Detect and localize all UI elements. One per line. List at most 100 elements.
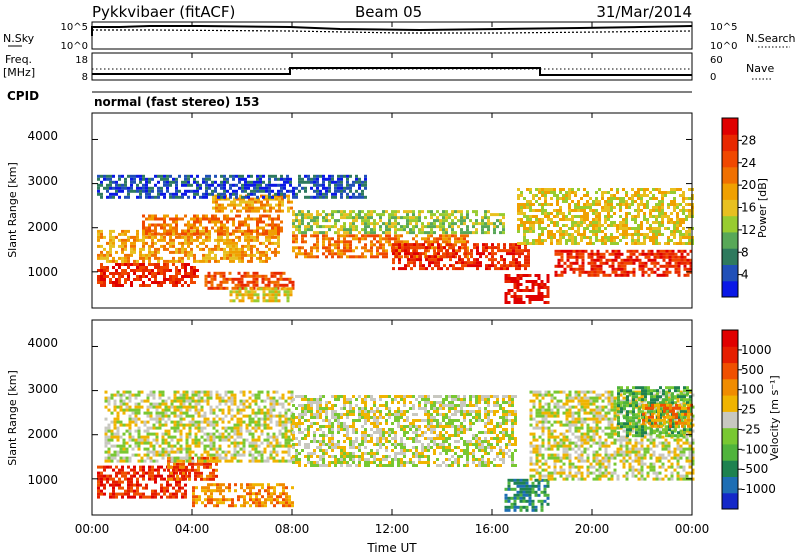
echo-cell-band-7 xyxy=(424,225,427,229)
echo-cell-band-4 xyxy=(273,280,277,284)
echo-cell-band-9 xyxy=(546,289,550,292)
echo-cell-band-0 xyxy=(193,266,196,269)
echo-cell-band-4 xyxy=(246,274,250,278)
echo-cell-band-12 xyxy=(130,189,133,193)
echo-cell-band-6 xyxy=(346,255,349,259)
echo-cell-band-3 xyxy=(261,504,264,508)
echo-cell-band-7 xyxy=(490,213,493,217)
echo-cell-band-11 xyxy=(601,224,604,227)
echo-cell-band-11 xyxy=(652,188,655,191)
echo-cell-band-2 xyxy=(176,447,180,451)
echo-cell-band-2 xyxy=(104,432,108,436)
echo-cell-band-6 xyxy=(313,246,316,250)
echo-cell-band-12 xyxy=(214,174,217,178)
echo-cell-band-7 xyxy=(310,225,313,229)
echo-cell-band-11 xyxy=(670,221,673,224)
echo-cell-band-12 xyxy=(235,195,238,199)
echo-cell-band-12 xyxy=(166,189,169,193)
echo-cell-band-12 xyxy=(166,186,169,190)
echo-cell-band-12 xyxy=(259,183,262,187)
echo-cell-band-9 xyxy=(534,280,538,283)
echo-cell-band-2 xyxy=(182,417,186,421)
echo-cell-band-3 xyxy=(236,203,239,207)
echo-cell-band-0 xyxy=(154,278,157,281)
echo-cell-band-7 xyxy=(370,216,373,220)
echo-cell-band-1 xyxy=(184,250,187,254)
echo-cell-band-11 xyxy=(616,188,619,191)
echo-cell-band-2 xyxy=(197,456,201,460)
echo-cell-band-0 xyxy=(127,489,130,493)
echo-cell-band-0 xyxy=(112,486,115,490)
echo-cell-band-11 xyxy=(520,191,523,194)
echo-cell-band-1 xyxy=(179,465,182,469)
echo-cell-band-7 xyxy=(364,216,367,220)
echo-cell-band-2 xyxy=(164,405,168,409)
echo-cell-band-12 xyxy=(169,195,172,199)
echo-cell-band-11 xyxy=(526,188,529,191)
echo-cell-band-2 xyxy=(187,226,190,230)
echo-cell-band-4 xyxy=(204,274,208,278)
echo-cell-band-11 xyxy=(667,242,670,245)
echo-cell-band-11 xyxy=(586,236,589,239)
echo-cell-band-2 xyxy=(278,459,282,463)
echo-cell-band-12 xyxy=(301,186,304,190)
echo-cell-band-3 xyxy=(233,200,236,204)
echo-cell-band-1 xyxy=(194,474,197,478)
echo-cell-band-2 xyxy=(161,438,165,442)
echo-cell-band-2 xyxy=(113,444,117,448)
echo-cell-band-2 xyxy=(239,390,243,394)
echo-cell-band-2 xyxy=(104,417,108,421)
echo-cell-band-2 xyxy=(128,438,132,442)
echo-cell-band-2 xyxy=(149,426,153,430)
echo-cell-band-8 xyxy=(479,255,482,259)
echo-cell-band-12 xyxy=(334,195,337,199)
echo-cell-band-11 xyxy=(574,221,577,224)
echo-cell-band-0 xyxy=(163,269,166,272)
echo-cell-band-11 xyxy=(568,212,571,215)
echo-cell-band-12 xyxy=(184,189,187,193)
echo-cell-band-8 xyxy=(503,267,506,271)
echo-cell-band-12 xyxy=(280,189,283,193)
echo-cell-band-10 xyxy=(584,270,588,274)
echo-cell-band-2 xyxy=(218,459,222,463)
echo-cell-band-8 xyxy=(401,246,404,250)
echo-cell-band-12 xyxy=(244,183,247,187)
echo-cell-band-11 xyxy=(523,227,526,230)
echo-cell-band-11 xyxy=(553,191,556,194)
echo-cell-band-8 xyxy=(431,243,434,247)
echo-cell-band-11 xyxy=(655,218,658,221)
echo-cell-band-7 xyxy=(400,228,403,232)
echo-cell-band-2 xyxy=(218,396,222,400)
echo-cell-band-12 xyxy=(145,192,148,196)
echo-cell-band-2 xyxy=(284,420,288,424)
echo-cell-band-2 xyxy=(149,456,153,460)
echo-cell-band-0 xyxy=(115,474,118,478)
echo-cell-band-11 xyxy=(550,230,553,233)
echo-cell-band-2 xyxy=(217,217,220,221)
echo-cell-band-8 xyxy=(506,249,509,253)
echo-cell-band-11 xyxy=(625,203,628,206)
echo-cell-band-2 xyxy=(140,420,144,424)
echo-cell-band-1 xyxy=(142,247,145,251)
echo-cell-band-12 xyxy=(289,177,292,181)
echo-cell-band-2 xyxy=(212,459,216,463)
echo-cell-band-2 xyxy=(199,220,202,224)
echo-cell-band-7 xyxy=(301,210,304,214)
echo-cell-band-11 xyxy=(607,209,610,212)
echo-cell-band-1 xyxy=(250,253,253,257)
echo-cell-band-3 xyxy=(227,203,230,207)
echo-cell-band-2 xyxy=(179,459,183,463)
echo-cell-band-1 xyxy=(130,244,133,248)
echo-cell-band-12 xyxy=(196,183,199,187)
echo-cell-band-11 xyxy=(577,233,580,236)
echo-cell-band-12 xyxy=(133,189,136,193)
echo-cell-band-0 xyxy=(172,474,175,478)
echo-cell-band-10 xyxy=(617,252,621,256)
echo-cell-band-1 xyxy=(109,241,112,245)
echo-cell-band-2 xyxy=(134,396,138,400)
echo-cell-band-10 xyxy=(611,249,615,253)
echo-cell-band-7 xyxy=(382,231,385,235)
echo-cell-band-12 xyxy=(268,186,271,190)
echo-cell-band-2 xyxy=(194,402,198,406)
echo-cell-band-7 xyxy=(316,225,319,229)
